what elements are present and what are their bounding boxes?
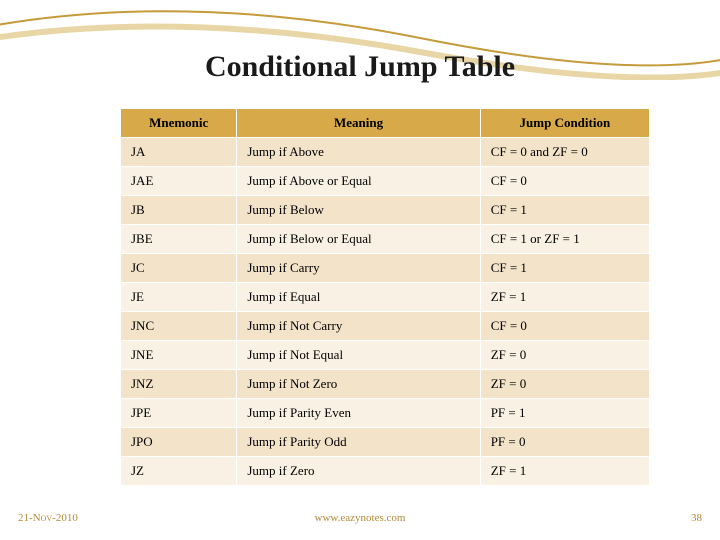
table-row: JZJump if ZeroZF = 1 [121,457,650,486]
table-cell: CF = 1 [480,196,649,225]
table-cell: CF = 0 [480,312,649,341]
table-cell: ZF = 0 [480,370,649,399]
table-cell: ZF = 0 [480,341,649,370]
table-cell: Jump if Zero [237,457,480,486]
table-cell: Jump if Not Carry [237,312,480,341]
table-cell: CF = 1 [480,254,649,283]
table-cell: Jump if Above [237,138,480,167]
table-cell: Jump if Parity Odd [237,428,480,457]
table-cell: Jump if Parity Even [237,399,480,428]
table-header-row: Mnemonic Meaning Jump Condition [121,109,650,138]
jump-table-container: Mnemonic Meaning Jump Condition JAJump i… [120,108,650,486]
table-cell: Jump if Not Equal [237,341,480,370]
table-row: JNZJump if Not ZeroZF = 0 [121,370,650,399]
table-row: JNEJump if Not EqualZF = 0 [121,341,650,370]
table-cell: JNZ [121,370,237,399]
table-cell: Jump if Not Zero [237,370,480,399]
page-title: Conditional Jump Table [0,50,720,84]
footer-url: www.eazynotes.com [0,512,720,524]
table-row: JAJump if AboveCF = 0 and ZF = 0 [121,138,650,167]
table-cell: CF = 1 or ZF = 1 [480,225,649,254]
table-cell: JC [121,254,237,283]
col-header-mnemonic: Mnemonic [121,109,237,138]
table-cell: PF = 0 [480,428,649,457]
jump-table: Mnemonic Meaning Jump Condition JAJump i… [120,108,650,486]
table-row: JAEJump if Above or EqualCF = 0 [121,167,650,196]
table-row: JBJump if BelowCF = 1 [121,196,650,225]
footer-page-number: 38 [691,512,702,524]
table-cell: Jump if Carry [237,254,480,283]
table-cell: Jump if Equal [237,283,480,312]
col-header-condition: Jump Condition [480,109,649,138]
table-cell: Jump if Above or Equal [237,167,480,196]
table-cell: CF = 0 [480,167,649,196]
table-cell: JNE [121,341,237,370]
table-row: JBEJump if Below or EqualCF = 1 or ZF = … [121,225,650,254]
table-cell: JB [121,196,237,225]
table-cell: JE [121,283,237,312]
table-row: JCJump if CarryCF = 1 [121,254,650,283]
table-row: JNCJump if Not CarryCF = 0 [121,312,650,341]
table-row: JEJump if EqualZF = 1 [121,283,650,312]
table-cell: JNC [121,312,237,341]
table-cell: PF = 1 [480,399,649,428]
table-cell: CF = 0 and ZF = 0 [480,138,649,167]
table-cell: JAE [121,167,237,196]
table-cell: Jump if Below [237,196,480,225]
table-cell: JPO [121,428,237,457]
table-cell: ZF = 1 [480,457,649,486]
table-cell: JBE [121,225,237,254]
table-cell: JPE [121,399,237,428]
table-cell: ZF = 1 [480,283,649,312]
col-header-meaning: Meaning [237,109,480,138]
table-row: JPOJump if Parity OddPF = 0 [121,428,650,457]
table-cell: Jump if Below or Equal [237,225,480,254]
table-cell: JZ [121,457,237,486]
table-row: JPEJump if Parity EvenPF = 1 [121,399,650,428]
table-cell: JA [121,138,237,167]
